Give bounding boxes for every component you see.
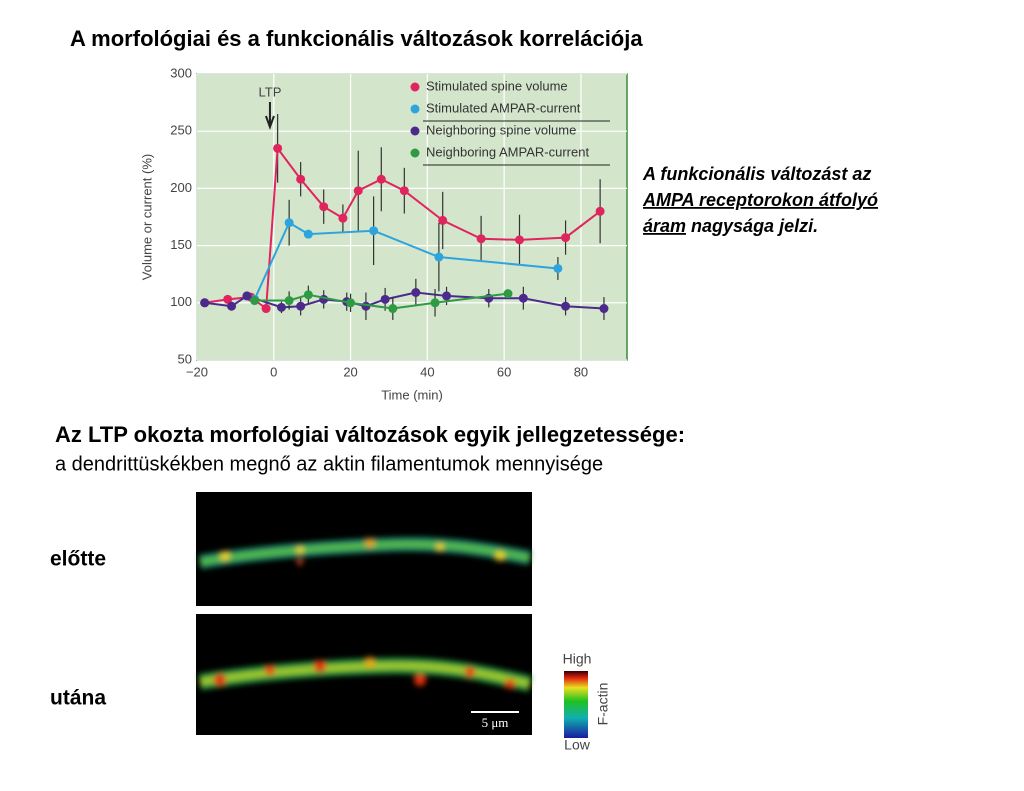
data-point: [399, 186, 409, 196]
data-point: [369, 226, 379, 236]
data-point: [553, 263, 563, 273]
section-heading: Az LTP okozta morfológiai változások egy…: [55, 422, 685, 447]
data-point: [276, 302, 286, 312]
note-segment: nagysága jelzi.: [686, 216, 818, 236]
y-tick-label: 100: [170, 294, 192, 309]
data-point: [476, 234, 486, 244]
legend-marker: [410, 104, 420, 114]
legend-marker: [410, 148, 420, 158]
note-line: AMPA receptorokon átfolyó: [642, 190, 878, 210]
series-line: [253, 221, 558, 300]
data-point: [338, 213, 348, 223]
y-axis-label: Volume or current (%): [139, 154, 154, 280]
data-point: [303, 229, 313, 239]
legend-label: Neighboring AMPAR-current: [426, 144, 589, 159]
data-point: [518, 293, 528, 303]
note-line: áram nagysága jelzi.: [643, 216, 818, 236]
x-tick-label: 20: [343, 364, 357, 379]
colorbar-high: High: [563, 651, 592, 667]
data-point: [261, 304, 271, 314]
data-point: [303, 290, 313, 300]
note-segment: A funkcionális változást az: [642, 164, 871, 184]
data-point: [430, 298, 440, 308]
data-point: [200, 298, 210, 308]
y-tick-label: 300: [170, 65, 192, 80]
data-point: [242, 291, 252, 301]
data-point: [223, 294, 233, 304]
data-point: [561, 301, 571, 311]
dendrite-before: [198, 537, 532, 569]
note-segment: AMPA receptorokon átfolyó: [642, 190, 878, 210]
note-line: A funkcionális változást az: [642, 164, 871, 184]
data-point: [438, 215, 448, 225]
legend-label: Stimulated AMPAR-current: [426, 100, 581, 115]
data-point: [296, 174, 306, 184]
y-tick-label: 200: [170, 180, 192, 195]
before-label: előtte: [50, 548, 106, 571]
dendrite-after: [198, 657, 532, 692]
data-point: [380, 294, 390, 304]
data-point: [353, 186, 363, 196]
data-point: [595, 206, 605, 216]
data-point: [411, 288, 421, 298]
chart: 50 100 150 200 250 300 −20 0 20 40 60 80 Time (min) V…: [139, 65, 628, 402]
data-point: [599, 304, 609, 314]
x-tick-label: 40: [420, 364, 434, 379]
x-tick-label: 80: [574, 364, 588, 379]
y-tick-label: 250: [170, 123, 192, 138]
y-tick-label: 150: [170, 237, 192, 252]
legend-label: Neighboring spine volume: [426, 122, 576, 137]
plot-background: [196, 73, 628, 361]
data-point: [346, 298, 356, 308]
slide-title: A morfológiai és a funkcionális változás…: [70, 26, 643, 51]
note: A funkcionális változást az AMPA receptor…: [642, 164, 878, 236]
section-text: a dendrittüskékben megnő az aktin filame…: [55, 453, 603, 475]
annotation: LTP: [259, 84, 282, 99]
data-point: [227, 301, 237, 311]
data-point: [284, 296, 294, 306]
x-tick-label: 0: [270, 364, 277, 379]
legend-label: Stimulated spine volume: [426, 78, 568, 93]
legend-marker: [410, 126, 420, 136]
data-point: [442, 291, 452, 301]
annotation-arrow: [265, 102, 275, 130]
note-segment: áram: [643, 216, 686, 236]
data-point: [388, 304, 398, 314]
data-point: [250, 296, 260, 306]
colorbar-low: Low: [564, 737, 591, 753]
x-tick-label: −20: [186, 364, 208, 379]
scale-bar-label: 5 μm: [482, 715, 509, 730]
data-point: [503, 289, 513, 299]
y-tick-label: 50: [178, 351, 192, 366]
colorbar-label: F-actin: [595, 683, 611, 726]
data-point: [434, 252, 444, 262]
data-point: [296, 301, 306, 311]
x-axis-label: Time (min): [381, 387, 443, 402]
after-label: utána: [50, 687, 106, 710]
colorbar: [564, 671, 588, 738]
legend-marker: [410, 82, 420, 92]
data-point: [515, 235, 524, 245]
data-point: [273, 143, 283, 153]
x-tick-label: 60: [497, 364, 511, 379]
data-point: [561, 233, 571, 243]
data-point: [319, 202, 329, 212]
data-point: [376, 174, 386, 184]
data-point: [284, 218, 294, 228]
